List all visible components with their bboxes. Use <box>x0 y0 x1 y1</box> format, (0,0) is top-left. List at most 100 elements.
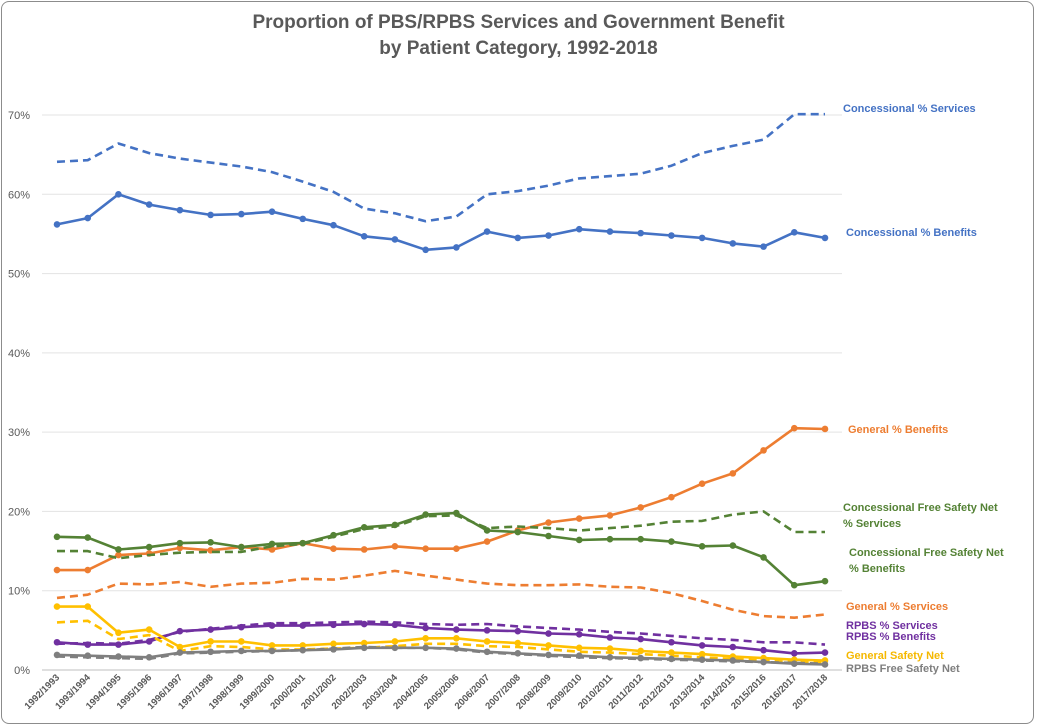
data-point <box>483 638 491 645</box>
series-line <box>55 646 827 666</box>
data-point <box>760 243 767 250</box>
series-label: General % Benefits <box>848 424 948 436</box>
data-point <box>637 504 644 511</box>
y-tick-label: 60% <box>8 189 30 201</box>
data-point <box>483 527 491 534</box>
data-point <box>606 645 614 652</box>
data-point <box>391 644 399 652</box>
data-point <box>790 229 798 236</box>
data-point <box>606 228 614 235</box>
data-point <box>729 240 737 247</box>
data-point <box>790 424 798 432</box>
series-label: RPBS Free Safety Net <box>846 663 960 675</box>
data-point <box>575 225 583 233</box>
data-point <box>821 234 829 242</box>
data-point <box>545 630 552 637</box>
data-point <box>729 657 737 664</box>
data-point <box>790 650 798 657</box>
data-point <box>575 536 583 544</box>
data-point <box>176 206 184 214</box>
data-point <box>84 652 92 660</box>
data-point <box>514 528 522 536</box>
data-point <box>238 647 245 655</box>
data-point <box>53 221 61 228</box>
data-point <box>268 540 276 548</box>
chart-subtitle: by Patient Category, 1992-2018 <box>379 38 658 59</box>
data-point <box>760 554 767 561</box>
data-point <box>698 234 706 242</box>
data-point <box>330 646 337 653</box>
data-point <box>760 658 767 666</box>
data-point <box>606 512 614 519</box>
data-point <box>115 551 122 559</box>
y-axis-ticks: 0% 10% 20% 30% 40% 50% 60% 70% <box>8 110 30 677</box>
data-point <box>606 654 614 661</box>
data-point <box>84 603 92 610</box>
data-point <box>453 634 460 642</box>
data-point <box>330 545 337 552</box>
y-tick-label: 40% <box>8 348 30 360</box>
data-point <box>790 660 798 667</box>
data-point <box>268 622 276 629</box>
series-label: RPBS % Services <box>846 620 938 632</box>
data-point <box>145 626 153 633</box>
data-point <box>115 546 122 553</box>
data-point <box>207 648 214 656</box>
data-point <box>238 623 245 631</box>
data-point <box>391 543 399 550</box>
data-point <box>84 641 92 648</box>
data-point <box>545 642 552 649</box>
data-point <box>668 232 675 239</box>
data-point <box>360 644 368 652</box>
chart-title-block: Proportion of PBS/RPBS Services and Gove… <box>0 10 1037 62</box>
data-point <box>422 545 429 552</box>
data-point <box>668 649 675 656</box>
series-labels: Concessional % Services Concessional % Be… <box>843 103 1004 675</box>
data-point <box>238 543 245 551</box>
data-point <box>821 425 829 433</box>
data-point <box>84 566 92 574</box>
series-line <box>55 622 827 655</box>
data-point <box>790 581 798 589</box>
data-point <box>760 646 767 654</box>
data-point <box>360 233 368 240</box>
data-point <box>606 535 614 543</box>
data-point <box>453 509 460 517</box>
data-point <box>575 515 583 522</box>
gridlines <box>42 114 842 671</box>
data-point <box>422 511 429 518</box>
data-point <box>145 638 153 645</box>
series-lines <box>53 112 829 668</box>
data-point <box>545 232 552 239</box>
data-point <box>698 650 706 658</box>
data-point <box>483 648 491 656</box>
data-point <box>453 244 460 251</box>
data-point <box>268 642 276 649</box>
y-tick-label: 50% <box>8 269 30 281</box>
series-label: % Benefits <box>849 563 905 575</box>
data-point <box>729 643 737 651</box>
data-point <box>330 621 337 629</box>
data-point <box>698 642 706 649</box>
series-label: General Safety Net <box>846 650 944 662</box>
series-line <box>57 510 825 560</box>
data-point <box>545 532 552 540</box>
data-point <box>483 538 491 545</box>
data-point <box>145 201 153 208</box>
data-point <box>299 642 307 649</box>
data-point <box>53 603 61 610</box>
data-point <box>115 190 122 198</box>
data-point <box>207 638 214 645</box>
data-point <box>176 649 184 656</box>
data-point <box>53 566 61 574</box>
series-line <box>55 426 827 572</box>
y-tick-label: 70% <box>8 110 30 122</box>
data-point <box>115 641 122 648</box>
data-point <box>238 638 245 645</box>
series-line <box>56 620 826 646</box>
data-point <box>391 236 399 243</box>
data-point <box>391 638 399 645</box>
x-axis-ticks: 1992/19931993/19941994/19951995/19961996… <box>23 672 831 712</box>
data-point <box>268 647 276 655</box>
data-point <box>422 624 429 632</box>
